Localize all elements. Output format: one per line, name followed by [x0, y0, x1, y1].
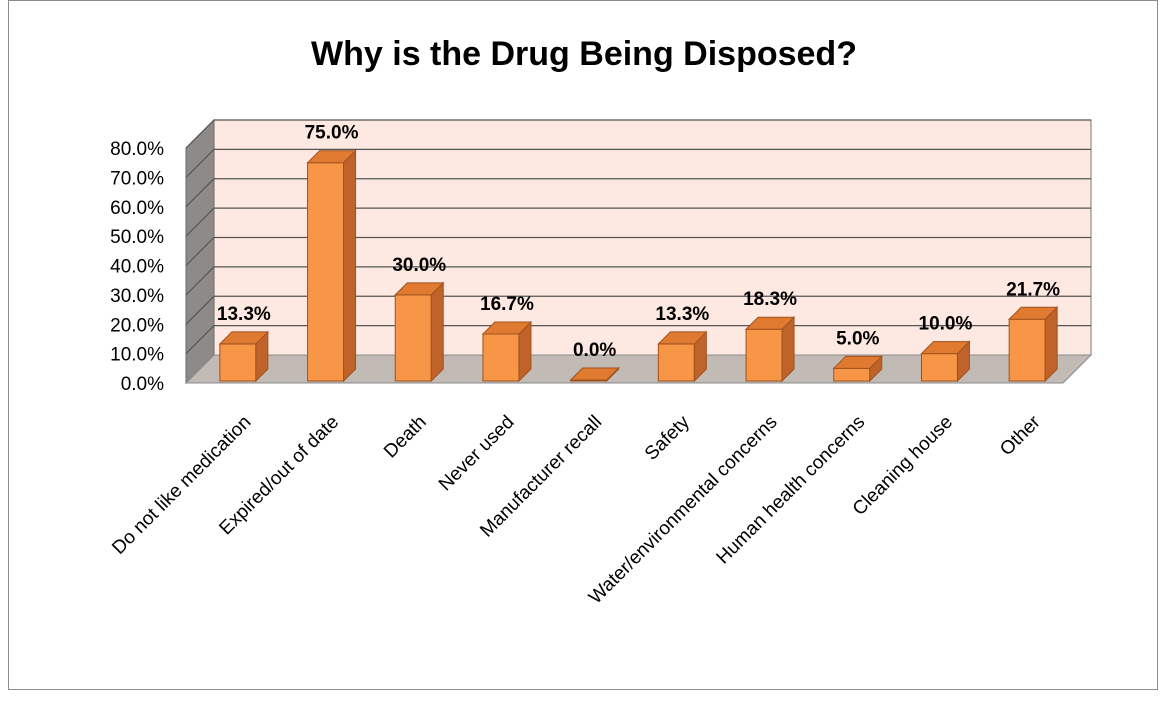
gridline [185, 148, 1091, 178]
y-tick-label: 40.0% [110, 257, 164, 278]
bar-top [306, 150, 357, 164]
y-tick-label: 70.0% [110, 168, 164, 189]
data-label: 0.0% [573, 340, 616, 361]
chart-bars [218, 149, 1059, 383]
gridline [185, 236, 1091, 266]
y-axis: 0.0% 10.0% 20.0% 30.0% 40.0% 50.0% 60.0% 70.0% 8… [110, 139, 164, 395]
bar-side [430, 281, 444, 383]
bar-top [394, 282, 445, 296]
bar-front [1008, 318, 1046, 382]
x-tick-label: Human health concerns [713, 412, 870, 569]
bar [394, 281, 445, 383]
x-tick-label: Safety [641, 411, 694, 464]
x-tick-label: Never used [435, 412, 519, 496]
bar [569, 366, 620, 383]
data-label: 13.3% [655, 304, 709, 325]
bar-front [920, 353, 958, 382]
data-label: 13.3% [217, 304, 271, 325]
y-tick-label: 20.0% [110, 315, 164, 336]
y-tick-label: 50.0% [110, 227, 164, 248]
data-labels: 13.3% 75.0% 30.0% 16.7% 0.0% 13.3% 18.3% 5.0% 10… [217, 123, 1060, 361]
y-tick-label: 10.0% [110, 345, 164, 366]
y-tick-label: 0.0% [121, 374, 164, 395]
gridline [185, 178, 1091, 208]
data-label: 21.7% [1006, 279, 1060, 300]
bar-top [744, 316, 796, 330]
gridline [185, 325, 1091, 355]
x-tick-label: Other [996, 411, 1045, 460]
data-label: 30.0% [392, 255, 446, 276]
bar-side [343, 149, 357, 383]
bar [481, 320, 533, 383]
x-tick-label: Do not like medication [108, 412, 255, 559]
bar-top [832, 355, 883, 369]
bar-top [1007, 306, 1059, 320]
bar-front [219, 343, 257, 382]
x-tick-label: Death [380, 412, 431, 463]
bar [306, 149, 357, 383]
bar [744, 316, 796, 383]
bar [657, 330, 708, 383]
data-label: 10.0% [919, 314, 973, 335]
bar-top [569, 367, 620, 381]
data-label: 16.7% [480, 294, 534, 315]
bar-top [657, 331, 708, 345]
data-label: 18.3% [743, 289, 797, 310]
data-label: 75.0% [305, 123, 359, 144]
bar-front [307, 162, 345, 382]
bar-front [394, 294, 432, 382]
gridline [185, 266, 1091, 296]
data-label: 5.0% [836, 328, 879, 349]
bar-front [657, 343, 695, 382]
y-tick-label: 80.0% [110, 139, 164, 160]
bar-top [218, 331, 270, 345]
bar-top [920, 341, 971, 355]
y-tick-label: 60.0% [110, 198, 164, 219]
chart-title: Why is the Drug Being Disposed? [311, 35, 857, 73]
bar [218, 330, 270, 383]
bar [1007, 306, 1059, 383]
bar-side [1044, 306, 1058, 383]
bar-top [481, 321, 533, 335]
gridline [185, 207, 1091, 237]
gridline [185, 295, 1091, 325]
bar-front [833, 367, 871, 382]
chart-gridlines [185, 119, 1091, 355]
bar-front [745, 328, 783, 382]
gridline [185, 119, 1091, 149]
bar-front [482, 333, 520, 382]
bar [920, 340, 971, 383]
bar [832, 355, 883, 383]
y-tick-label: 30.0% [110, 286, 164, 307]
x-tick-label: Water/environmental concerns [585, 412, 782, 609]
